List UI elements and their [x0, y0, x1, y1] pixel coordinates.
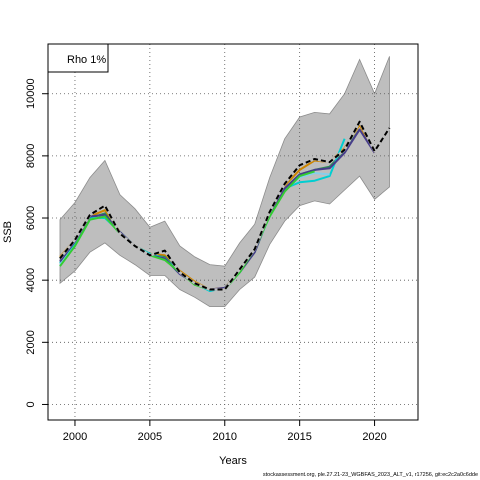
grid-layer — [48, 44, 418, 420]
plot-frame — [47, 43, 419, 421]
x-tick-label: 2010 — [213, 431, 237, 443]
legend: Rho 1% — [47, 43, 109, 73]
y-axis-title: SSB — [2, 221, 14, 243]
y-tick-label: 4000 — [25, 268, 37, 292]
x-tick-label: 2015 — [287, 431, 311, 443]
legend-box — [47, 43, 109, 73]
x-tick-label: 2005 — [138, 431, 162, 443]
y-tick-label: 2000 — [25, 330, 37, 354]
y-tick-label: 8000 — [25, 144, 37, 168]
confidence-band-layer — [59, 56, 390, 308]
x-axis: 2000 2005 2010 2015 2020 — [63, 420, 387, 443]
y-tick-label: 6000 — [25, 206, 37, 230]
series-layer — [58, 120, 391, 292]
legend-label: Rho 1% — [67, 54, 106, 66]
y-tick-label: 0 — [25, 401, 37, 407]
footnote: stockassessment.org, ple.27.21-23_WGBFAS… — [262, 472, 478, 478]
x-axis-title: Years — [219, 455, 247, 467]
x-tick-label: 2020 — [362, 431, 386, 443]
y-tick-label: 10000 — [25, 78, 37, 109]
y-axis: 0 2000 4000 6000 8000 10000 — [25, 78, 48, 408]
x-tick-label: 2000 — [63, 431, 87, 443]
confidence-band — [59, 56, 390, 308]
series-line-0 — [59, 120, 391, 291]
